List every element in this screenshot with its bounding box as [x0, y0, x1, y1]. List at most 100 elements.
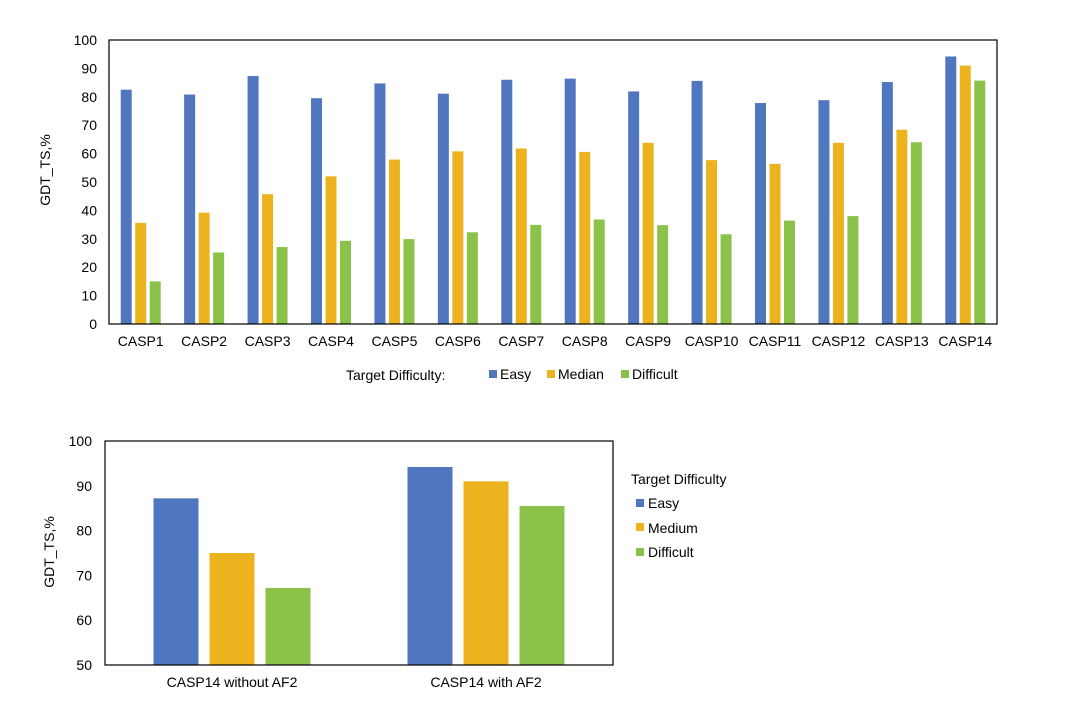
top-xtick-label: CASP12: [812, 333, 866, 349]
top-bar-easy-casp14: [945, 56, 957, 325]
bottom-ytick-label: 90: [76, 478, 92, 494]
bottom-legend-swatch-medium: [636, 523, 644, 531]
top-legend-label-easy: Easy: [500, 366, 531, 382]
top-legend-label-median: Median: [558, 366, 604, 382]
bottom-ytick-label: 60: [76, 612, 92, 628]
top-bar-median-casp1: [135, 222, 147, 324]
top-bar-easy-casp9: [628, 91, 640, 325]
bottom-legend-swatch-easy: [636, 499, 644, 507]
top-bar-easy-casp10: [691, 80, 703, 325]
top-ytick-label: 100: [74, 32, 98, 48]
top-bar-median-casp2: [198, 212, 210, 324]
bottom-ytick-label: 50: [76, 657, 92, 673]
bottom-bar-easy-casp14-without-af2: [153, 498, 199, 665]
top-bar-difficult-casp12: [847, 216, 859, 324]
top-bar-median-casp10: [706, 160, 718, 324]
bottom-legend-label-medium: Medium: [648, 520, 698, 536]
top-bar-difficult-casp6: [466, 232, 478, 324]
top-chart-plot-frame: [108, 39, 998, 325]
bottom-bar-medium-casp14-without-af2: [209, 553, 255, 665]
top-bar-easy-casp7: [501, 79, 513, 324]
bottom-ytick-label: 80: [76, 523, 92, 539]
top-ytick-label: 20: [81, 259, 97, 275]
top-bar-easy-casp8: [564, 78, 576, 325]
top-bar-easy-casp12: [818, 100, 830, 324]
top-xtick-label: CASP8: [562, 333, 608, 349]
top-ytick-label: 80: [81, 89, 97, 105]
top-chart-legend: Target Difficulty: Easy Median Difficult: [346, 366, 678, 383]
bottom-ytick-label: 100: [69, 433, 93, 449]
top-bar-median-casp6: [452, 151, 464, 324]
top-bar-median-casp4: [325, 176, 337, 324]
top-xtick-label: CASP4: [308, 333, 354, 349]
top-ytick-label: 30: [81, 231, 97, 247]
top-bar-easy-casp4: [311, 98, 322, 324]
top-bar-median-casp9: [642, 142, 654, 324]
top-ytick-label: 90: [81, 60, 97, 76]
top-bar-difficult-casp3: [276, 247, 288, 324]
top-bar-easy-casp1: [120, 89, 132, 324]
top-ytick-label: 10: [81, 288, 97, 304]
top-xtick-label: CASP3: [245, 333, 291, 349]
top-bar-difficult-casp7: [530, 224, 542, 324]
top-bar-difficult-casp1: [149, 281, 161, 324]
top-ytick-label: 70: [81, 117, 97, 133]
top-bar-median-casp3: [262, 194, 274, 324]
top-bar-difficult-casp10: [720, 234, 732, 324]
top-bar-median-casp5: [388, 159, 400, 324]
top-xtick-label: CASP5: [371, 333, 417, 349]
top-bar-difficult-casp11: [784, 220, 795, 324]
top-bar-median-casp7: [515, 148, 527, 324]
top-xtick-label: CASP6: [435, 333, 481, 349]
top-legend-swatch-median: [547, 370, 555, 378]
top-bar-easy-casp2: [184, 94, 196, 324]
bottom-chart-plot-frame: [104, 440, 614, 666]
top-chart: GDT_TS,% 0 10 20 30 40 50 60 70 80 90 100 CASP1 CAS…: [37, 32, 998, 383]
top-bar-difficult-casp4: [340, 240, 351, 324]
bottom-ytick-label: 70: [76, 567, 92, 583]
top-legend-swatch-easy: [489, 370, 497, 378]
top-bar-difficult-casp2: [213, 252, 225, 324]
top-xtick-label: CASP7: [498, 333, 544, 349]
bottom-legend-swatch-difficult: [636, 548, 644, 556]
top-xtick-label: CASP1: [118, 333, 164, 349]
top-bar-difficult-casp13: [910, 142, 922, 324]
bottom-bar-medium-casp14-with-af2: [463, 481, 509, 665]
top-xtick-label: CASP10: [685, 333, 739, 349]
top-bar-easy-casp5: [374, 83, 386, 325]
top-xtick-label: CASP13: [875, 333, 929, 349]
top-xtick-label: CASP11: [749, 333, 802, 349]
bottom-legend-title: Target Difficulty: [631, 471, 726, 487]
top-bar-median-casp12: [832, 142, 844, 324]
top-xtick-label: CASP14: [938, 333, 992, 349]
top-ytick-label: 50: [81, 174, 97, 190]
top-bar-median-casp14: [959, 65, 971, 324]
top-bar-median-casp13: [896, 129, 908, 324]
top-bar-median-casp11: [769, 163, 781, 324]
bottom-chart-legend: Target Difficulty Easy Medium Difficult: [631, 471, 726, 560]
top-ytick-label: 0: [89, 316, 97, 332]
top-bar-easy-casp3: [247, 76, 259, 325]
bottom-bar-easy-casp14-with-af2: [407, 466, 453, 665]
top-legend-swatch-difficult: [621, 370, 629, 378]
top-bar-easy-casp13: [881, 82, 893, 324]
top-bar-median-casp8: [579, 151, 591, 324]
bottom-legend-label-difficult: Difficult: [648, 544, 694, 560]
top-ytick-label: 40: [81, 202, 97, 218]
top-bar-easy-casp6: [437, 93, 449, 325]
bottom-bar-difficult-casp14-with-af2: [519, 505, 565, 665]
top-legend-label-difficult: Difficult: [632, 366, 678, 382]
top-chart-ylabel: GDT_TS,%: [37, 134, 53, 206]
bottom-legend-label-easy: Easy: [648, 495, 679, 511]
top-bar-difficult-casp9: [657, 225, 669, 324]
top-xtick-label: CASP9: [625, 333, 671, 349]
bottom-xtick-label: CASP14 with AF2: [430, 674, 541, 690]
top-bar-difficult-casp8: [593, 219, 605, 324]
bottom-xtick-label: CASP14 without AF2: [167, 674, 298, 690]
top-xtick-label: CASP2: [181, 333, 227, 349]
bottom-chart-ylabel: GDT_TS,%: [41, 516, 57, 588]
top-bar-difficult-casp5: [403, 239, 415, 324]
top-bar-easy-casp11: [755, 103, 766, 324]
bottom-chart: GDT_TS,% 50 60 70 80 90 100 CASP14 without AF…: [41, 433, 726, 690]
